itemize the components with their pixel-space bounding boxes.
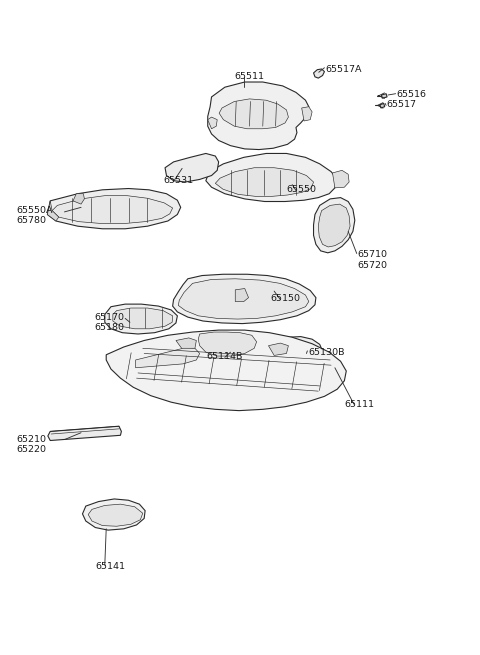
Text: 65720: 65720: [358, 261, 388, 270]
Text: 65210: 65210: [16, 435, 46, 443]
Polygon shape: [179, 279, 309, 319]
Polygon shape: [219, 99, 288, 129]
Polygon shape: [380, 103, 384, 108]
Polygon shape: [206, 153, 337, 202]
Polygon shape: [208, 82, 309, 149]
Text: 65170: 65170: [95, 312, 124, 322]
Polygon shape: [216, 168, 313, 196]
Polygon shape: [88, 504, 143, 526]
Text: 65550: 65550: [286, 185, 316, 194]
Polygon shape: [313, 198, 355, 253]
Polygon shape: [48, 426, 121, 441]
Polygon shape: [208, 334, 264, 362]
Polygon shape: [333, 170, 349, 188]
Polygon shape: [198, 332, 257, 356]
Polygon shape: [214, 339, 259, 360]
Text: 65114B: 65114B: [207, 352, 243, 360]
Polygon shape: [105, 304, 178, 334]
Text: 65710: 65710: [358, 250, 388, 259]
Polygon shape: [136, 348, 200, 367]
Text: 65516: 65516: [396, 90, 427, 100]
Polygon shape: [165, 153, 219, 182]
Polygon shape: [313, 69, 324, 78]
Text: 65531: 65531: [163, 176, 193, 185]
Text: 65517A: 65517A: [325, 65, 362, 73]
Text: 65780: 65780: [16, 217, 46, 225]
Text: 65180: 65180: [95, 323, 124, 332]
Polygon shape: [73, 194, 84, 204]
Text: 65141: 65141: [96, 562, 126, 571]
Text: 65517: 65517: [386, 100, 416, 109]
Polygon shape: [176, 338, 196, 350]
Polygon shape: [382, 94, 387, 98]
Polygon shape: [235, 289, 249, 301]
Polygon shape: [268, 343, 288, 356]
Text: 65150: 65150: [270, 294, 300, 303]
Polygon shape: [113, 308, 173, 329]
Polygon shape: [106, 330, 346, 411]
Polygon shape: [301, 107, 312, 121]
Text: 65130B: 65130B: [308, 348, 345, 357]
Polygon shape: [318, 204, 350, 247]
Polygon shape: [208, 117, 217, 129]
Polygon shape: [48, 201, 59, 221]
Text: 65511: 65511: [234, 71, 264, 81]
Polygon shape: [52, 196, 173, 223]
Polygon shape: [83, 499, 145, 530]
Polygon shape: [265, 337, 323, 367]
Text: 65550A: 65550A: [16, 206, 53, 215]
Polygon shape: [48, 189, 180, 229]
Text: 65111: 65111: [344, 400, 374, 409]
Text: 65220: 65220: [16, 445, 46, 454]
Polygon shape: [173, 274, 316, 324]
